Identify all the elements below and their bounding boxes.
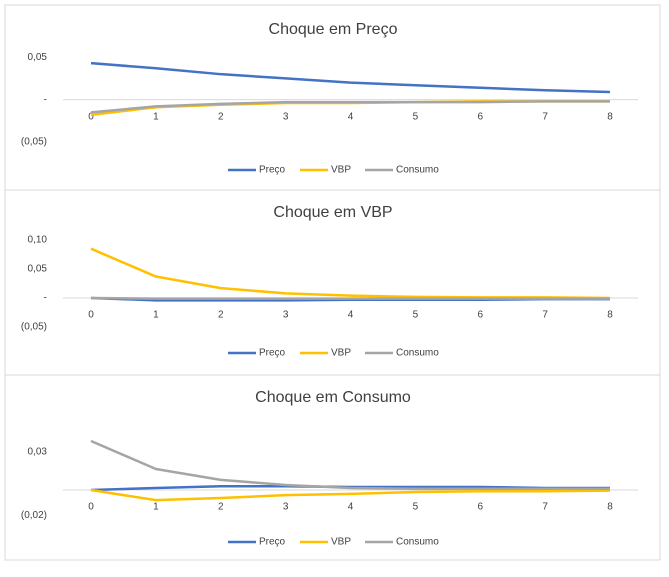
x-tick-label: 4 <box>348 502 354 513</box>
x-tick-label: 7 <box>542 502 548 513</box>
x-tick-label: 1 <box>153 310 159 321</box>
y-tick-label: 0,03 <box>28 447 48 458</box>
x-tick-label: 4 <box>348 111 354 122</box>
chart-title: Choque em Consumo <box>255 389 411 406</box>
x-tick-label: 6 <box>477 111 483 122</box>
legend-label: Consumo <box>396 537 439 548</box>
x-tick-label: 2 <box>218 310 224 321</box>
x-tick-label: 7 <box>542 111 548 122</box>
x-tick-label: 5 <box>413 111 419 122</box>
x-tick-label: 2 <box>218 111 224 122</box>
x-tick-label: 3 <box>283 310 289 321</box>
chart-title: Choque em VBP <box>273 204 392 221</box>
x-tick-label: 0 <box>88 111 94 122</box>
legend-label: VBP <box>331 165 351 176</box>
y-tick-label: (0,05) <box>21 137 47 148</box>
panel <box>4 189 661 376</box>
y-tick-label: 0,10 <box>28 235 48 246</box>
x-tick-label: 0 <box>88 310 94 321</box>
y-tick-label: (0,02) <box>21 510 47 521</box>
series-line <box>90 61 611 94</box>
panel <box>4 4 661 191</box>
x-tick-label: 8 <box>607 502 613 513</box>
x-tick-label: 3 <box>283 111 289 122</box>
x-tick-label: 3 <box>283 502 289 513</box>
y-tick-label: (0,05) <box>21 322 47 333</box>
legend-label: Preço <box>259 165 286 176</box>
x-tick-label: 5 <box>413 502 419 513</box>
legend-label: VBP <box>331 348 351 359</box>
x-tick-label: 2 <box>218 502 224 513</box>
legend-label: VBP <box>331 537 351 548</box>
series-line <box>90 439 610 491</box>
series-line <box>90 488 611 502</box>
x-tick-label: 0 <box>88 502 94 513</box>
y-tick-label: 0,05 <box>28 52 48 63</box>
panel <box>4 374 661 561</box>
y-tick-label: - <box>44 94 47 105</box>
chart-title: Choque em Preço <box>269 21 398 38</box>
x-tick-label: 8 <box>607 310 613 321</box>
legend-label: Consumo <box>396 348 439 359</box>
x-tick-label: 1 <box>153 111 159 122</box>
x-tick-label: 8 <box>607 111 613 122</box>
series-line <box>90 296 610 300</box>
x-tick-label: 6 <box>477 310 483 321</box>
legend-label: Preço <box>259 348 286 359</box>
x-tick-label: 1 <box>153 502 159 513</box>
legend-label: Consumo <box>396 165 439 176</box>
x-tick-label: 5 <box>413 310 419 321</box>
series-line <box>90 100 610 114</box>
x-tick-label: 6 <box>477 502 483 513</box>
x-tick-label: 4 <box>348 310 354 321</box>
x-tick-label: 7 <box>542 310 548 321</box>
y-tick-label: 0,05 <box>28 264 48 275</box>
legend-label: Preço <box>259 537 286 548</box>
y-tick-label: - <box>44 293 47 304</box>
